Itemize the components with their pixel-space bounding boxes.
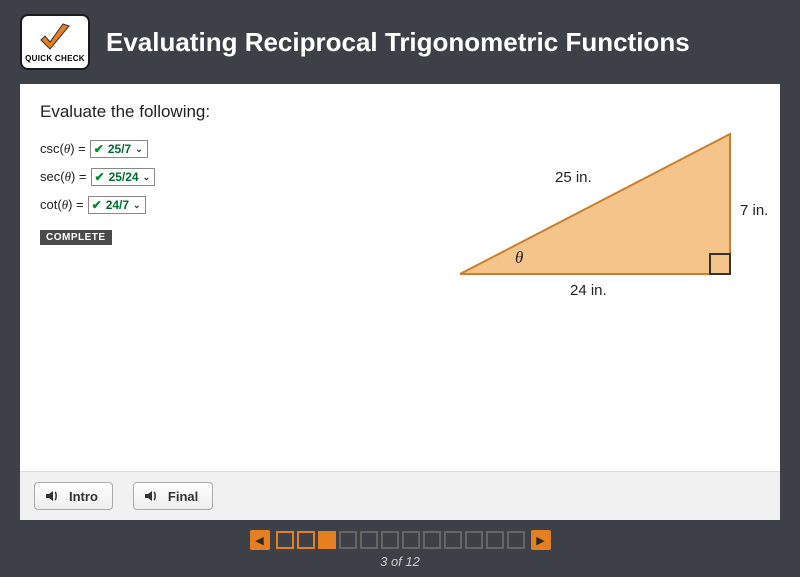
opposite-label: 7 in.	[740, 202, 768, 219]
final-label: Final	[168, 489, 198, 504]
chevron-down-icon: ⌄	[143, 172, 151, 183]
progress-box-1[interactable]	[276, 531, 294, 549]
csc-label: csc(θ) =	[40, 141, 86, 157]
logo-text: QUICK CHECK	[25, 54, 85, 63]
cot-value: 24/7	[106, 198, 129, 212]
quick-check-logo: QUICK CHECK	[20, 14, 90, 70]
footer-bar: Intro Final	[20, 471, 780, 520]
intro-label: Intro	[69, 489, 98, 504]
progress-box-11[interactable]	[486, 531, 504, 549]
complete-badge: COMPLETE	[40, 230, 112, 245]
progress-box-4[interactable]	[339, 531, 357, 549]
speaker-icon	[43, 487, 61, 505]
progress-box-10[interactable]	[465, 531, 483, 549]
checkmark-icon	[37, 22, 73, 56]
next-button[interactable]: ▶	[531, 530, 551, 550]
progress-box-12[interactable]	[507, 531, 525, 549]
prev-button[interactable]: ◀	[250, 530, 270, 550]
hypotenuse-label: 25 in.	[555, 169, 592, 186]
cot-dropdown[interactable]: ✔ 24/7 ⌄	[88, 196, 146, 214]
theta-label: θ	[515, 248, 523, 268]
page-title: Evaluating Reciprocal Trigonometric Func…	[106, 27, 690, 58]
cot-row: cot(θ) = ✔ 24/7 ⌄	[40, 196, 380, 214]
header: QUICK CHECK Evaluating Reciprocal Trigon…	[0, 0, 800, 84]
chevron-down-icon: ⌄	[133, 200, 141, 211]
question-column: Evaluate the following: csc(θ) = ✔ 25/7 …	[20, 84, 400, 471]
progress-box-7[interactable]	[402, 531, 420, 549]
progress-box-3[interactable]	[318, 531, 336, 549]
intro-audio-button[interactable]: Intro	[34, 482, 113, 510]
progress-box-8[interactable]	[423, 531, 441, 549]
final-audio-button[interactable]: Final	[133, 482, 213, 510]
csc-dropdown[interactable]: ✔ 25/7 ⌄	[90, 140, 148, 158]
progress-nav: ◀ ▶	[0, 520, 800, 554]
figure-column: 25 in. 7 in. 24 in. θ	[400, 84, 780, 471]
check-icon: ✔	[92, 198, 102, 212]
content-area: Evaluate the following: csc(θ) = ✔ 25/7 …	[20, 84, 780, 471]
triangle-svg	[440, 124, 770, 304]
sec-label: sec(θ) =	[40, 169, 87, 185]
progress-box-2[interactable]	[297, 531, 315, 549]
sec-value: 25/24	[109, 170, 139, 184]
progress-box-6[interactable]	[381, 531, 399, 549]
csc-value: 25/7	[108, 142, 131, 156]
progress-box-5[interactable]	[360, 531, 378, 549]
triangle-figure: 25 in. 7 in. 24 in. θ	[440, 124, 770, 324]
csc-row: csc(θ) = ✔ 25/7 ⌄	[40, 140, 380, 158]
check-icon: ✔	[94, 142, 104, 156]
chevron-down-icon: ⌄	[135, 144, 143, 155]
question-prompt: Evaluate the following:	[40, 102, 380, 122]
app-root: QUICK CHECK Evaluating Reciprocal Trigon…	[0, 0, 800, 577]
page-indicator: 3 of 12	[0, 554, 800, 577]
cot-label: cot(θ) =	[40, 197, 84, 213]
progress-boxes	[276, 531, 525, 549]
speaker-icon	[142, 487, 160, 505]
check-icon: ✔	[95, 170, 105, 184]
progress-box-9[interactable]	[444, 531, 462, 549]
adjacent-label: 24 in.	[570, 282, 607, 299]
sec-row: sec(θ) = ✔ 25/24 ⌄	[40, 168, 380, 186]
sec-dropdown[interactable]: ✔ 25/24 ⌄	[91, 168, 156, 186]
